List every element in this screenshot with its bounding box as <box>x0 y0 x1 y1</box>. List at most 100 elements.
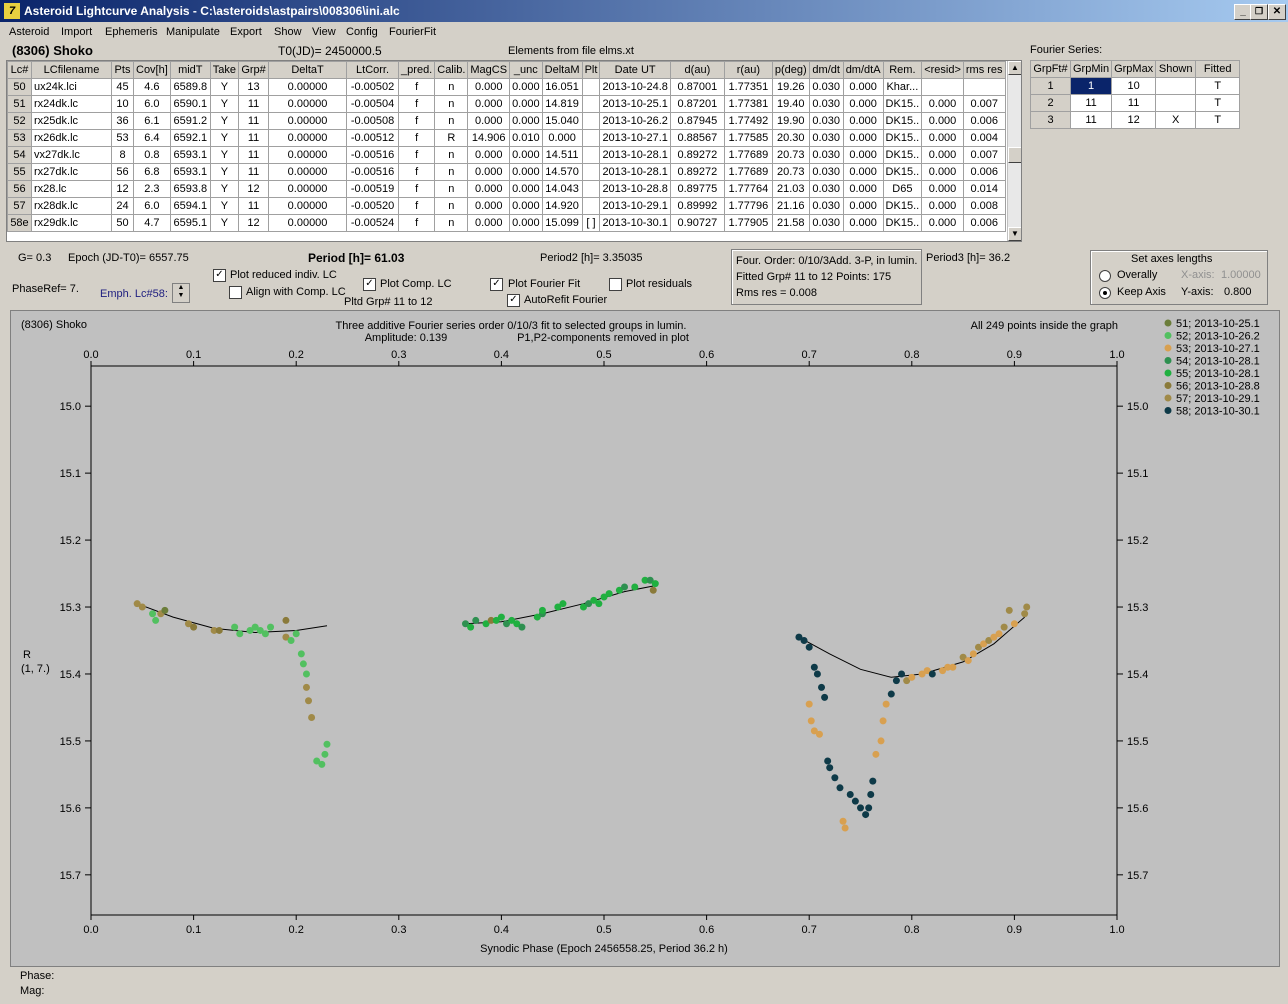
menu-manipulate[interactable]: Manipulate <box>166 26 220 38</box>
table-cell[interactable]: 0.000 <box>509 146 543 164</box>
table-cell[interactable]: n <box>434 197 469 215</box>
table-cell[interactable]: 0.000 <box>842 112 884 130</box>
table-cell[interactable]: 0.000 <box>467 180 511 198</box>
table-cell[interactable]: 0.00000 <box>268 180 348 198</box>
table-cell[interactable]: 1 <box>1069 77 1113 95</box>
plot-residuals-checkbox[interactable] <box>609 278 622 291</box>
table-row[interactable]: 3 11 12 X T <box>1030 111 1241 129</box>
table-cell[interactable]: 11 <box>238 197 270 215</box>
table-cell[interactable]: 0.87201 <box>669 95 725 113</box>
table-cell[interactable]: rx29dk.lc <box>31 214 112 232</box>
column-header[interactable]: Cov[h] <box>133 61 171 79</box>
table-cell[interactable]: f <box>398 214 436 232</box>
column-header[interactable]: r(au) <box>723 61 773 79</box>
table-cell[interactable]: f <box>398 129 436 147</box>
table-cell[interactable]: 1.77764 <box>723 180 773 198</box>
table-cell[interactable]: 0.90727 <box>669 214 725 232</box>
table-cell[interactable]: DK15.. <box>882 146 923 164</box>
table-cell[interactable] <box>581 197 601 215</box>
table-cell[interactable]: 0.000 <box>467 214 511 232</box>
menu-view[interactable]: View <box>312 26 336 38</box>
table-cell[interactable]: Y <box>209 180 240 198</box>
table-cell[interactable]: 0.030 <box>808 163 844 181</box>
table-cell[interactable]: 11 <box>1111 94 1157 112</box>
column-header[interactable]: MagCS <box>467 61 511 79</box>
column-header[interactable]: Date UT <box>599 61 671 79</box>
table-cell[interactable]: 12 <box>1111 111 1157 129</box>
menu-fourierfit[interactable]: FourierFit <box>389 26 437 38</box>
table-cell[interactable]: 6592.1 <box>169 129 211 147</box>
table-cell[interactable]: 0.000 <box>467 95 511 113</box>
table-cell[interactable]: 0.000 <box>842 78 884 96</box>
table-cell[interactable]: 0.000 <box>921 129 964 147</box>
table-cell[interactable]: 0.000 <box>921 163 964 181</box>
table-cell[interactable]: n <box>434 95 469 113</box>
table-cell[interactable]: vx27dk.lc <box>31 146 112 164</box>
align-comp-checkbox[interactable] <box>229 286 242 299</box>
table-cell[interactable]: 16.051 <box>541 78 583 96</box>
table-cell[interactable]: X <box>1155 111 1197 129</box>
table-cell[interactable]: 4.6 <box>133 78 171 96</box>
table-cell[interactable]: 0.000 <box>842 146 884 164</box>
table-cell[interactable]: 2013-10-29.1 <box>599 197 671 215</box>
table-cell[interactable]: 0.000 <box>921 95 964 113</box>
table-cell[interactable]: f <box>398 197 436 215</box>
column-header[interactable]: Calib. <box>434 61 469 79</box>
table-cell[interactable]: 2013-10-30.1 <box>599 214 671 232</box>
table-cell[interactable]: 6.0 <box>133 197 171 215</box>
table-cell[interactable]: 0.000 <box>842 163 884 181</box>
emph-lc-spinner[interactable]: ▲ ▼ <box>172 283 190 303</box>
table-cell[interactable]: 0.008 <box>962 197 1006 215</box>
row-header[interactable]: 57 <box>7 197 32 215</box>
table-cell[interactable]: f <box>398 112 436 130</box>
table-cell[interactable]: Y <box>209 129 240 147</box>
table-cell[interactable]: 11 <box>238 112 270 130</box>
row-header[interactable]: 3 <box>1030 111 1071 129</box>
table-cell[interactable]: 12 <box>111 180 134 198</box>
table-row[interactable]: 56 rx28.lc 12 2.3 6593.8 Y 12 0.00000 -0.00519 f n… <box>7 180 1006 198</box>
table-cell[interactable]: 50 <box>111 214 134 232</box>
table-cell[interactable] <box>581 163 601 181</box>
column-header[interactable]: _pred. <box>398 61 436 79</box>
table-cell[interactable]: 0.030 <box>808 129 844 147</box>
row-header[interactable]: 51 <box>7 95 32 113</box>
table-cell[interactable]: 19.40 <box>771 95 810 113</box>
table-cell[interactable]: 10 <box>1111 77 1157 95</box>
table-cell[interactable]: 1.77689 <box>723 146 773 164</box>
table-cell[interactable]: 0.00000 <box>268 146 348 164</box>
table-cell[interactable]: DK15.. <box>882 163 923 181</box>
table-cell[interactable]: 0.000 <box>509 180 543 198</box>
table-cell[interactable]: Y <box>209 197 240 215</box>
table-cell[interactable]: 0.00000 <box>268 95 348 113</box>
column-header[interactable]: _unc <box>509 61 543 79</box>
table-cell[interactable]: f <box>398 163 436 181</box>
column-header[interactable]: midT <box>169 61 211 79</box>
table-cell[interactable]: rx28dk.lc <box>31 197 112 215</box>
table-row[interactable]: 52 rx25dk.lc 36 6.1 6591.2 Y 11 0.00000 -0.00508… <box>7 112 1006 130</box>
table-cell[interactable]: 19.26 <box>771 78 810 96</box>
table-cell[interactable]: Khar... <box>882 78 923 96</box>
lightcurve-table[interactable]: Lc# LCfilename Pts Cov[h] midT Take Grp# DeltaT… <box>6 60 1022 242</box>
table-cell[interactable]: 0.000 <box>509 78 543 96</box>
table-cell[interactable]: -0.00519 <box>346 180 400 198</box>
restore-icon[interactable]: ❐ <box>1250 4 1268 20</box>
table-cell[interactable]: 56 <box>111 163 134 181</box>
table-cell[interactable]: 1.77492 <box>723 112 773 130</box>
table-cell[interactable]: 11 <box>238 146 270 164</box>
table-row[interactable]: 54 vx27dk.lc 8 0.8 6593.1 Y 11 0.00000 -0.00516 f… <box>7 146 1006 164</box>
menu-show[interactable]: Show <box>274 26 302 38</box>
table-cell[interactable]: n <box>434 180 469 198</box>
table-cell[interactable]: 12 <box>238 214 270 232</box>
table-cell[interactable]: 11 <box>1069 94 1113 112</box>
table-cell[interactable] <box>1155 94 1197 112</box>
table-row[interactable]: 51 rx24dk.lc 10 6.0 6590.1 Y 11 0.00000 -0.00504… <box>7 95 1006 113</box>
table-cell[interactable]: -0.00512 <box>346 129 400 147</box>
column-header[interactable]: Shown <box>1155 60 1197 78</box>
table-cell[interactable]: 1.77351 <box>723 78 773 96</box>
row-header[interactable]: 55 <box>7 163 32 181</box>
table-cell[interactable]: 6595.1 <box>169 214 211 232</box>
table-cell[interactable]: 53 <box>111 129 134 147</box>
table-cell[interactable]: n <box>434 214 469 232</box>
lightcurve-chart[interactable]: 0.0 0.0 0.1 0.1 0.2 0.2 0.3 0.3 0.4 0.4 0.5 0.5 0.6 0… <box>11 311 1279 966</box>
table-cell[interactable]: 2013-10-28.1 <box>599 146 671 164</box>
